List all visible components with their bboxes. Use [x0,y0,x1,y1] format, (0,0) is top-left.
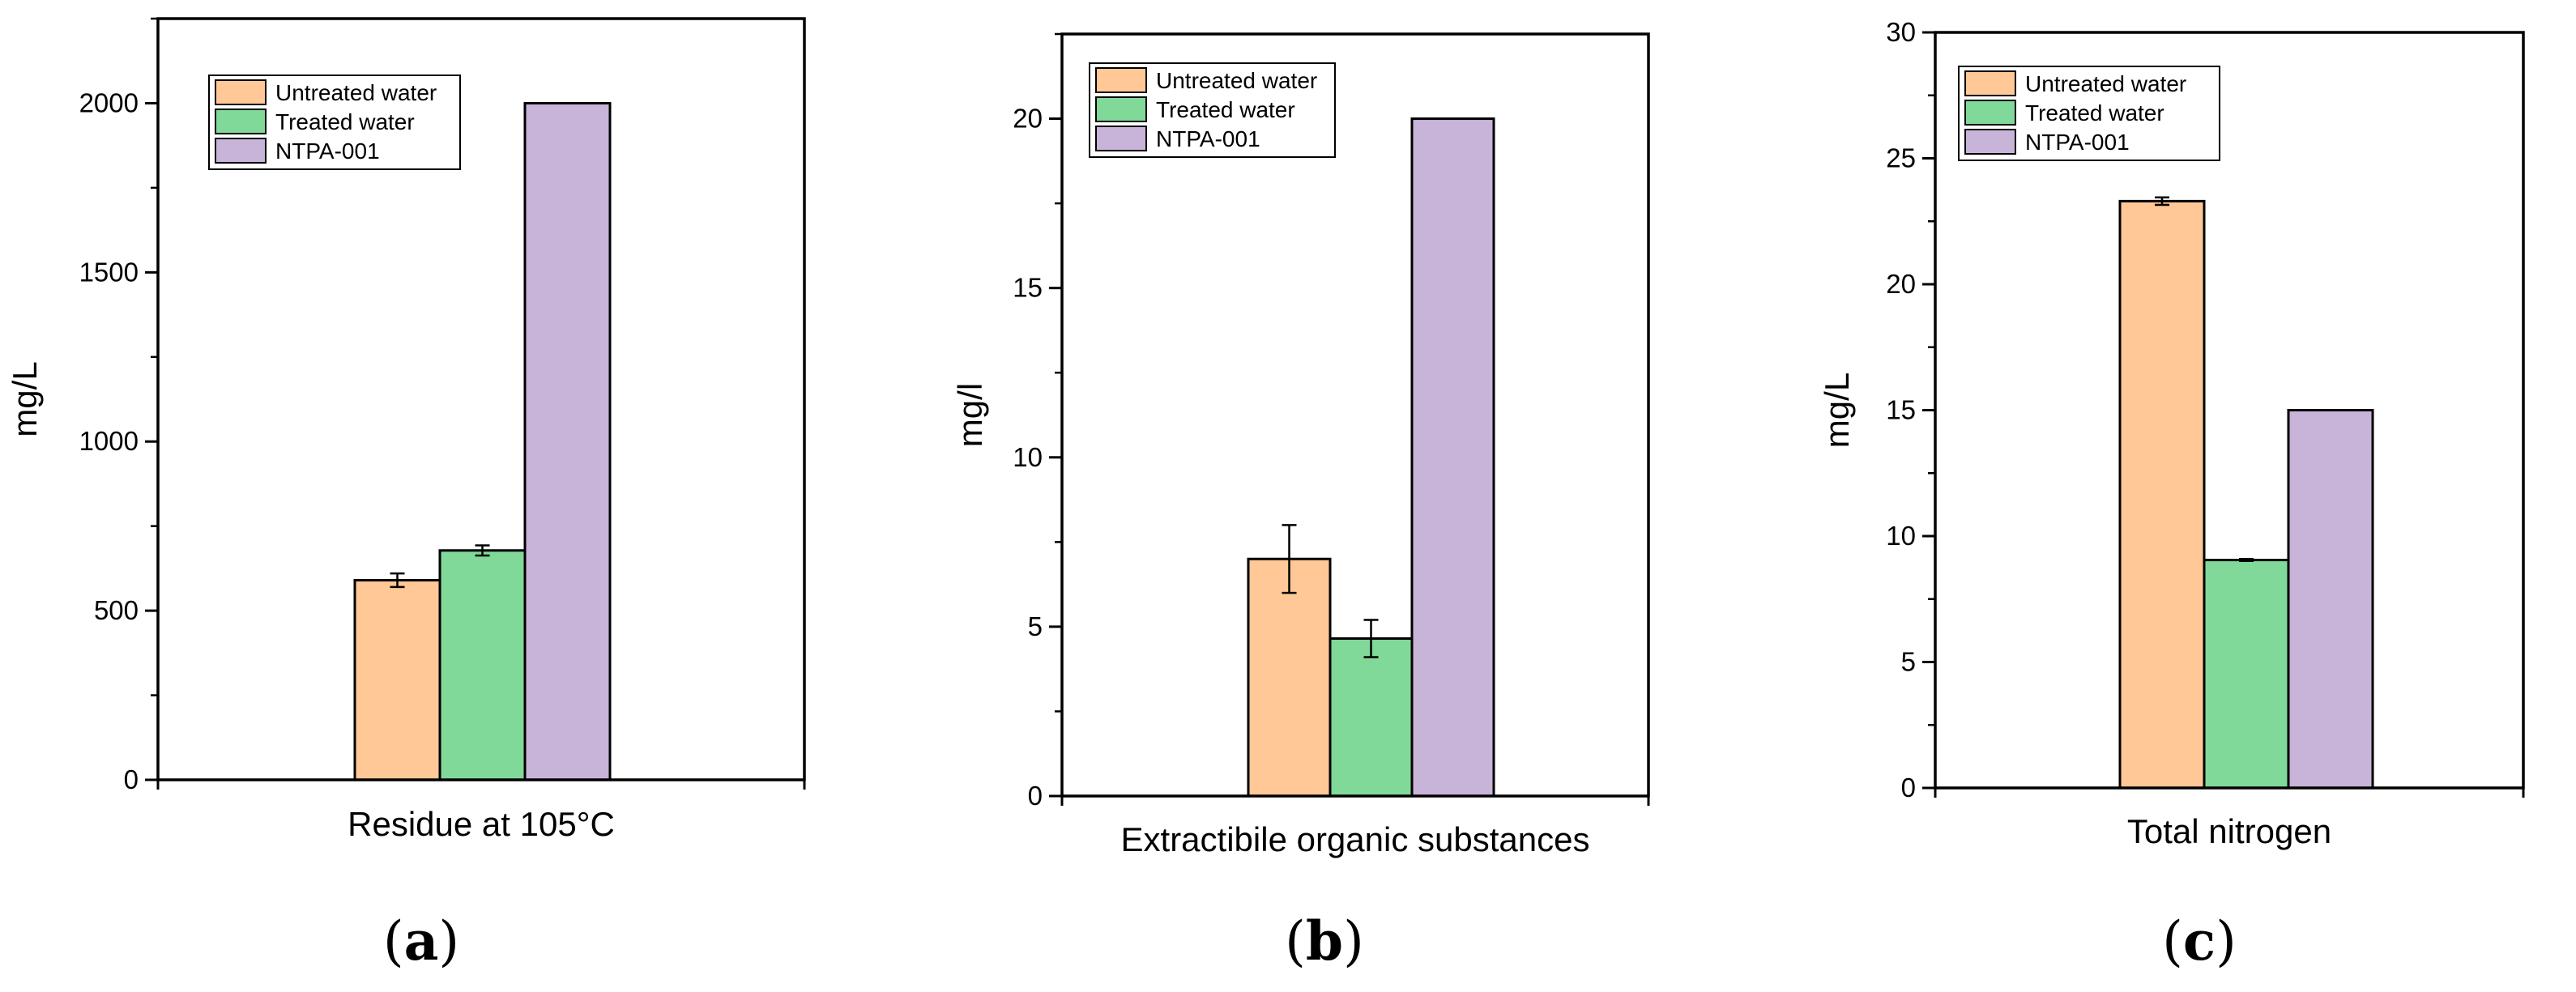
bar-untreated-water [1247,557,1332,798]
x-axis-title: Extractibile organic substances [1121,820,1590,858]
y-tick-label: 1000 [79,426,139,456]
legend-label: Untreated water [1156,68,1317,93]
plot-frame [156,17,806,781]
y-tick-label: 10 [1886,521,1916,551]
y-tick-label: 1500 [79,257,139,287]
bar-ntpa-001 [523,101,612,781]
x-axis-title: Total nitrogen [2127,812,2331,850]
error-bar [1363,619,1379,658]
chart-panel-b: 0 5 10 15 20 mg/l Extractibile organic substan… [951,32,1650,973]
legend-label: NTPA-001 [275,138,380,164]
bar-untreated-water [2118,199,2206,790]
y-tick-label: 500 [94,595,139,625]
panel-paren-close: ) [1343,910,1364,973]
bar-ntpa-001 [1410,117,1495,798]
legend-label: Treated water [275,109,415,134]
legend-swatch [1095,126,1147,151]
y-tick-label: 15 [1886,395,1916,425]
legend-swatch [215,109,267,134]
error-bar [475,544,490,557]
legend-label: Untreated water [2025,71,2186,96]
error-bar [2155,196,2169,206]
chart-panel-c: 0 5 10 15 20 25 30 mg/L Total nitrogen Untreated … [1818,17,2525,973]
legend-label: Treated water [1156,97,1295,122]
y-tick-label: 2000 [79,87,139,117]
error-bar [390,572,405,589]
plot-frame [1060,32,1650,798]
legend: Untreated water Treated water NTPA-001 [1958,66,2220,161]
y-tick-label: 0 [1901,773,1916,803]
legend-label: NTPA-001 [2025,130,2130,155]
panel-letter: b [1306,909,1343,973]
panel-label: (b) [1285,909,1364,973]
y-tick-label: 0 [1028,781,1043,811]
y-axis-title: mg/L [6,361,44,436]
panel-paren-open: ( [383,910,404,973]
bar-untreated-water [353,579,441,781]
bar-ntpa-001 [2287,409,2374,790]
legend-swatch [1095,67,1147,93]
bar-treated-water [1329,637,1414,798]
panel-paren-close: ) [2216,910,2237,973]
panel-paren-close: ) [438,910,459,973]
y-tick-label: 5 [1028,611,1043,641]
y-tick-label: 20 [1886,269,1916,299]
panel-paren-open: ( [2162,910,2183,973]
panel-label: (a) [383,909,459,973]
legend-label: Treated water [2025,100,2164,126]
legend-swatch [215,138,267,164]
legend-swatch [215,79,267,105]
y-tick-label: 0 [124,764,139,794]
y-tick-label: 10 [1013,442,1043,472]
panel-letter: c [2183,909,2216,973]
error-bar [1282,524,1297,594]
chart-panel-a: 0 500 1000 1500 2000 mg/L Residue at 105°C Untr… [6,17,806,973]
legend: Untreated water Treated water NTPA-001 [208,75,461,170]
y-tick-label: 5 [1901,647,1916,677]
panel-letter: a [404,909,439,973]
y-axis-title: mg/l [951,383,989,447]
legend-swatch [1095,96,1147,122]
y-tick-label: 20 [1013,104,1043,134]
y-tick-label: 25 [1886,143,1916,173]
legend-swatch [1964,129,2016,155]
y-tick-label: 30 [1886,17,1916,47]
legend: Untreated water Treated water NTPA-001 [1089,62,1336,158]
bar-treated-water [2203,559,2290,790]
panel-paren-open: ( [1285,910,1306,973]
y-axis-title: mg/L [1818,373,1856,448]
legend-swatch [1964,70,2016,96]
y-tick-label: 15 [1013,273,1043,303]
x-axis-title: Residue at 105°C [348,805,615,843]
legend-label: Untreated water [275,80,437,105]
panel-label: (c) [2162,909,2237,973]
error-bar [2239,558,2254,563]
bar-treated-water [438,549,527,781]
legend-label: NTPA-001 [1156,126,1260,151]
legend-swatch [1964,100,2016,126]
